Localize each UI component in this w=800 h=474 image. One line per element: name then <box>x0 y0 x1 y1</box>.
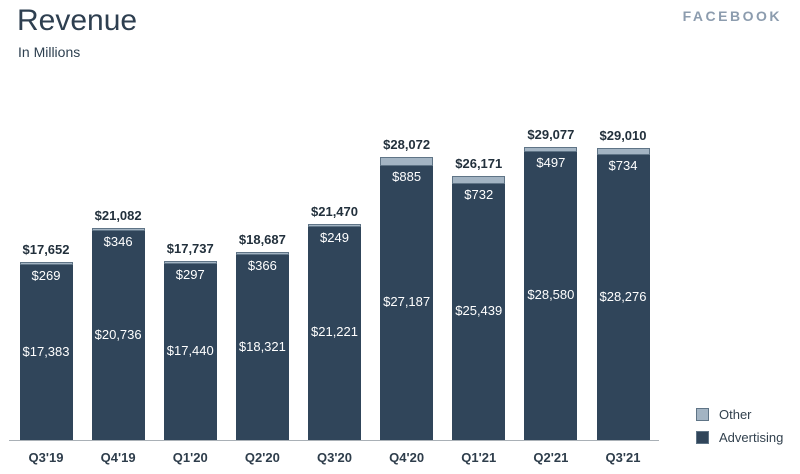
segment-advertising <box>380 166 434 440</box>
total-value-label: $17,652 <box>22 242 70 258</box>
total-value-label: $18,687 <box>238 231 286 247</box>
x-axis-tick-label: Q1'20 <box>172 449 208 465</box>
other-value-label: $734 <box>608 158 638 174</box>
segment-advertising <box>524 152 578 440</box>
bar-group: $21,470 $249 $21,221 Q3'20 <box>308 204 361 465</box>
page-subtitle: In Millions <box>18 44 81 60</box>
x-axis-tick-label: Q2'21 <box>533 450 569 465</box>
segment-other <box>235 251 289 256</box>
total-value-label: $28,072 <box>383 137 431 153</box>
total-value-label: $21,082 <box>94 207 142 223</box>
chart-legend: Other Advertising <box>696 403 783 449</box>
advertising-value-label: $28,276 <box>599 288 647 304</box>
x-axis-tick-label: Q1'21 <box>461 449 497 465</box>
segment-other <box>452 176 506 184</box>
total-value-label: $29,010 <box>599 127 647 143</box>
advertising-value-label: $20,736 <box>94 326 142 342</box>
segment-advertising <box>308 226 361 440</box>
segment-advertising <box>19 265 73 440</box>
segment-other <box>163 261 217 265</box>
bar-group: $17,652 $269 $17,383 Q3'19 <box>19 242 73 465</box>
legend-label: Advertising <box>719 430 784 445</box>
bar-group: $26,171 $732 $25,439 Q1'21 <box>452 156 506 465</box>
segment-other <box>91 227 145 232</box>
legend-item: Other <box>696 403 783 426</box>
x-axis-tick-label: Q4'19 <box>100 449 136 465</box>
other-value-label: $366 <box>247 258 277 274</box>
segment-other <box>596 147 650 156</box>
other-value-label: $885 <box>392 169 422 185</box>
x-axis-tick-label: Q3'20 <box>317 449 352 465</box>
other-value-label: $732 <box>464 186 494 202</box>
page-title: Revenue <box>17 4 138 37</box>
segment-advertising <box>452 183 506 440</box>
total-value-label: $17,737 <box>166 241 214 257</box>
segment-advertising <box>235 255 289 440</box>
segment-other <box>308 223 361 227</box>
total-value-label: $21,470 <box>311 203 358 219</box>
advertising-value-label: $17,383 <box>22 343 70 359</box>
advertising-value-label: $21,221 <box>311 324 358 340</box>
bar-group: $29,077 $497 $28,580 Q2'21 <box>524 127 578 465</box>
bar-group: $29,010 $734 $28,276 Q3'21 <box>596 128 650 465</box>
bar-group: $17,737 $297 $17,440 Q1'20 <box>163 241 217 465</box>
other-value-label: $497 <box>536 155 566 170</box>
advertising-value-label: $17,440 <box>166 343 214 359</box>
x-axis-tick-label: Q3'21 <box>605 449 641 465</box>
brand-logo: FACEBOOK <box>682 8 782 24</box>
bar-group: $28,072 $885 $27,187 Q4'20 <box>380 137 434 465</box>
x-axis-tick-label: Q2'20 <box>244 449 280 465</box>
x-axis-tick-label: Q3'19 <box>28 449 64 465</box>
legend-swatch-advertising-icon <box>696 431 709 444</box>
segment-other <box>524 147 578 152</box>
other-value-label: $249 <box>320 229 349 245</box>
bar-group: $18,687 $366 $18,321 Q2'20 <box>235 232 289 465</box>
total-value-label: $29,077 <box>527 127 575 142</box>
legend-item: Advertising <box>696 426 783 449</box>
segment-advertising <box>596 155 650 440</box>
segment-advertising <box>91 231 145 440</box>
other-value-label: $346 <box>103 234 133 250</box>
legend-label: Other <box>719 407 752 422</box>
x-axis-line <box>9 440 659 441</box>
segment-other <box>19 262 73 266</box>
other-value-label: $297 <box>175 267 205 283</box>
total-value-label: $26,171 <box>455 156 503 172</box>
advertising-value-label: $18,321 <box>238 338 286 354</box>
advertising-value-label: $27,187 <box>383 294 431 310</box>
other-value-label: $269 <box>31 268 61 284</box>
advertising-value-label: $28,580 <box>527 287 575 302</box>
legend-swatch-other-icon <box>696 408 709 421</box>
segment-other <box>380 157 434 167</box>
advertising-value-label: $25,439 <box>455 302 503 318</box>
x-axis-tick-label: Q4'20 <box>389 449 425 465</box>
bar-group: $21,082 $346 $20,736 Q4'19 <box>91 208 145 465</box>
segment-advertising <box>163 264 217 440</box>
